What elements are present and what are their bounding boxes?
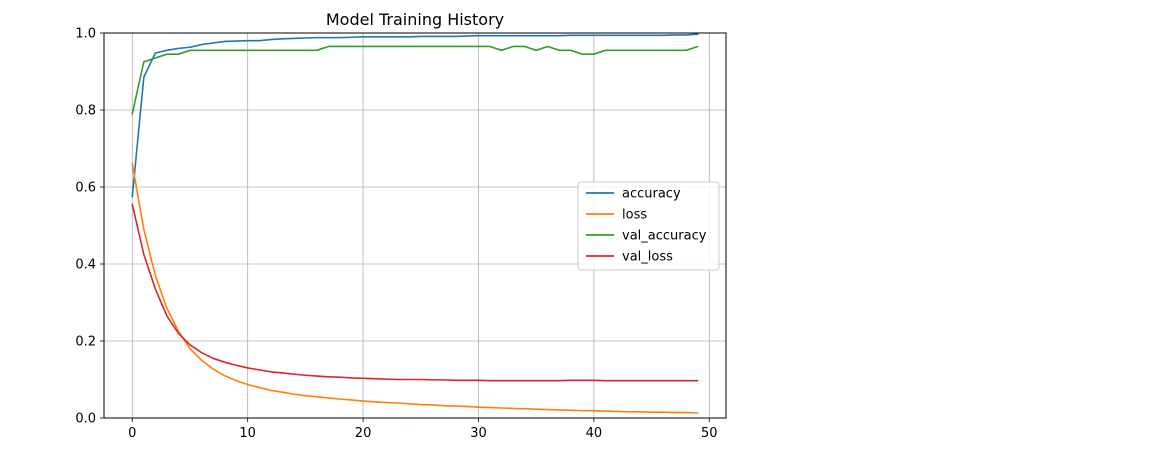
legend-label-accuracy: accuracy bbox=[622, 187, 681, 202]
series-line-val-loss bbox=[131, 203, 699, 382]
legend: accuracy loss val_accuracy val_loss bbox=[577, 181, 720, 271]
series-line-accuracy bbox=[131, 33, 699, 198]
y-tick-label: 0.8 bbox=[75, 104, 96, 119]
series-line-val-accuracy bbox=[131, 45, 699, 115]
legend-label-val-loss: val_loss bbox=[622, 250, 673, 265]
x-tick-label: 40 bbox=[586, 426, 603, 441]
y-tick-label: 1.0 bbox=[75, 27, 96, 42]
plot-frame bbox=[103, 32, 727, 419]
series-line-loss bbox=[131, 163, 699, 414]
y-tick-label: 0.4 bbox=[75, 258, 96, 273]
legend-label-val-accuracy: val_accuracy bbox=[622, 229, 707, 244]
legend-label-loss: loss bbox=[622, 208, 647, 223]
y-tick-label: 0.2 bbox=[75, 335, 96, 350]
y-tick-label: 0.0 bbox=[75, 412, 96, 427]
x-tick-label: 30 bbox=[470, 426, 487, 441]
x-tick-label: 20 bbox=[355, 426, 372, 441]
series-lines bbox=[131, 33, 699, 414]
x-tick-label: 10 bbox=[239, 426, 256, 441]
x-tick-label: 0 bbox=[128, 426, 136, 441]
chart-title: Model Training History bbox=[326, 10, 504, 29]
legend-box bbox=[577, 181, 720, 271]
x-tick-label: 50 bbox=[701, 426, 718, 441]
axes: 0 10 20 30 40 50 0.0 0.2 0.4 0.6 0.8 1.0 bbox=[75, 27, 717, 442]
y-tick-label: 0.6 bbox=[75, 181, 96, 196]
